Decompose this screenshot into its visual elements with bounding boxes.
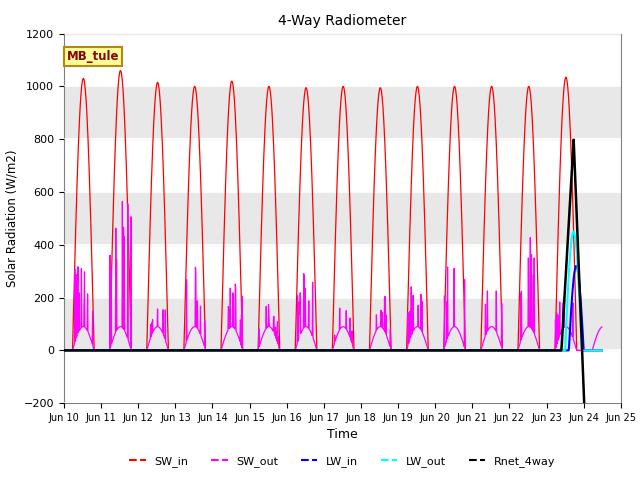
X-axis label: Time: Time bbox=[327, 429, 358, 442]
Y-axis label: Solar Radiation (W/m2): Solar Radiation (W/m2) bbox=[5, 150, 18, 287]
Bar bbox=[64, 86, 621, 139]
Legend: SW_in, SW_out, LW_in, LW_out, Rnet_4way: SW_in, SW_out, LW_in, LW_out, Rnet_4way bbox=[125, 452, 560, 471]
Bar bbox=[64, 298, 621, 350]
Title: 4-Way Radiometer: 4-Way Radiometer bbox=[278, 14, 406, 28]
Text: MB_tule: MB_tule bbox=[67, 50, 119, 63]
Bar bbox=[64, 192, 621, 245]
